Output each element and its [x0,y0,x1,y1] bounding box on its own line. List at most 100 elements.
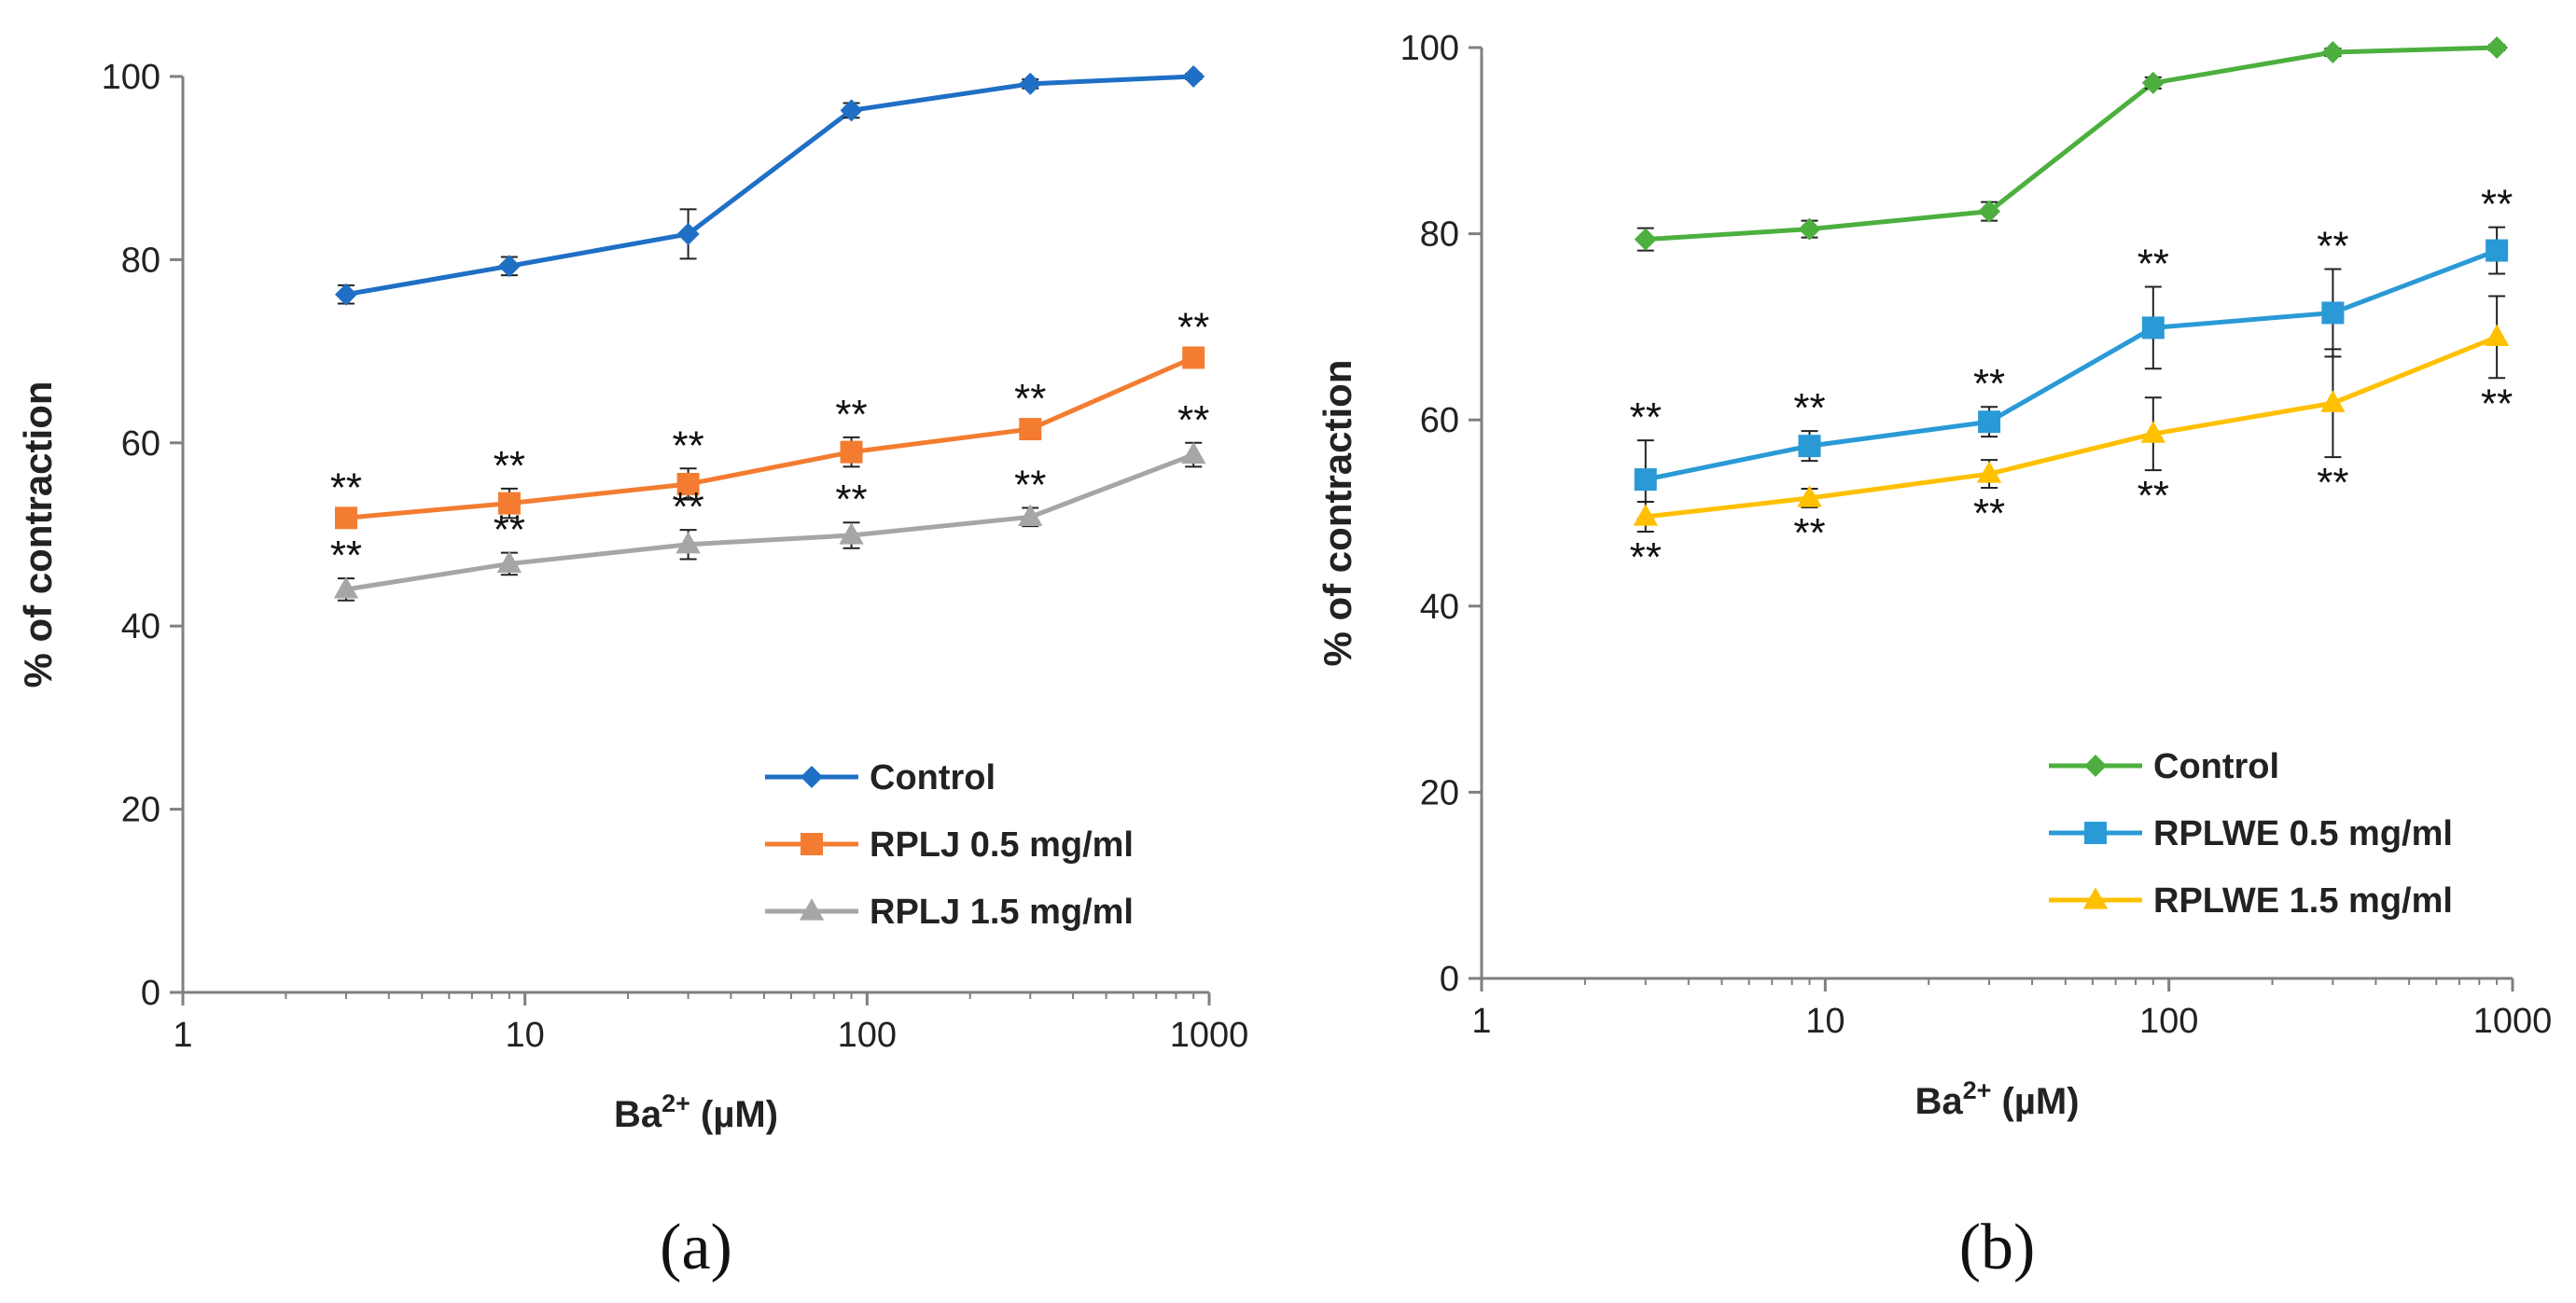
data-point [1018,504,1043,526]
significance-mark: ** [1793,385,1825,431]
legend-marker [2082,887,2109,909]
data-point [497,255,521,278]
significance-mark: ** [494,443,525,489]
significance-mark: ** [2317,460,2348,506]
y-tick-label: 100 [102,58,160,97]
data-point [2485,36,2509,59]
legend-item: Control [2049,747,2279,786]
legend-label: RPLJ 0.5 mg/ml [870,825,1134,865]
y-tick-label: 80 [1420,215,1459,255]
legend-marker [2084,755,2107,777]
significance-mark: ** [672,423,703,468]
significance-mark: ** [2481,381,2513,426]
y-tick-label: 80 [121,241,160,280]
x-tick-label: 1000 [2473,1002,2553,1041]
significance-mark: ** [330,533,362,578]
data-point [1797,485,1822,507]
data-point [1633,504,1658,526]
x-tick-label: 1 [1471,1002,1491,1041]
series-3: ** ** ** ** ** ** [330,397,1209,602]
data-point [2320,390,2346,412]
legend-label: RPLJ 1.5 mg/ml [870,893,1134,932]
data-point [496,550,522,574]
data-point [333,576,359,599]
legend-label: Control [2153,747,2279,786]
x-tick-label: 100 [838,1016,897,1055]
data-point [497,492,521,515]
chart-a: 0 20 40 60 80 100 1 10 100 1000 Ba2+ (µM) % of cont… [16,58,1248,1283]
significance-mark: ** [835,477,867,522]
panel-label: (b) [1959,1212,2036,1283]
data-point [2141,71,2165,94]
x-tick-label: 10 [506,1016,545,1055]
series-2: ** ** ** ** ** ** [330,305,1209,530]
data-point [2140,421,2166,443]
significance-mark: ** [494,507,525,553]
data-point [2321,40,2345,63]
data-point [2141,316,2165,340]
significance-mark: ** [2137,473,2169,519]
y-tick-label: 20 [121,791,160,830]
significance-mark: ** [1014,376,1046,422]
data-point [1634,228,1657,251]
y-tick-label: 40 [1420,588,1459,627]
x-axis-label: Ba2+ (µM) [1915,1076,2079,1122]
series-line [345,74,1194,298]
significance-mark: ** [2481,182,2513,228]
significance-mark: ** [1630,534,1662,580]
legend-label: RPLWE 1.5 mg/ml [2153,881,2453,921]
legend-item: RPLWE 1.5 mg/ml [2049,881,2453,921]
legend-item: Control [765,758,996,797]
y-tick-label: 100 [1400,29,1459,68]
series-line [1645,248,2499,482]
chart-b: 0 20 40 60 80 100 1 10 100 1000 Ba2+ (µM) % of cont… [1316,29,2552,1283]
significance-mark: ** [1630,395,1662,440]
legend: Control RPLWE 0.5 mg/ml RPLWE 1.5 mg/ml [2049,747,2453,921]
data-point [676,472,700,495]
legend-marker [801,766,823,788]
x-tick-label: 1 [173,1016,192,1055]
significance-mark: ** [2137,241,2169,286]
significance-mark: ** [2317,224,2348,270]
data-point [1976,461,2002,483]
series-1 [334,65,1205,306]
series-line [1645,45,2498,243]
significance-mark: ** [1973,491,2005,536]
series-1 [1634,36,2509,252]
x-axis-label: Ba2+ (µM) [614,1089,778,1135]
y-axis-label: % of contraction [16,381,60,687]
y-tick-label: 40 [121,607,160,646]
data-point [840,440,863,464]
data-point [1798,217,1821,241]
significance-mark: ** [330,464,362,510]
data-point [334,506,357,530]
legend-marker [801,833,823,855]
y-tick-label: 0 [1440,960,1459,999]
data-point [334,283,357,306]
data-point [1634,468,1657,492]
data-point [1019,72,1042,95]
data-point [1019,418,1042,441]
y-tick-label: 60 [121,424,160,464]
series-line [345,452,1195,592]
data-point [1182,65,1205,88]
significance-mark: ** [1177,305,1209,351]
y-tick-label: 20 [1420,773,1459,812]
y-tick-label: 0 [141,974,160,1013]
data-point [2321,301,2345,325]
significance-mark: ** [1973,361,2005,407]
data-point [2484,324,2510,346]
data-point [1182,346,1205,369]
data-point [1978,410,2001,434]
series-2: ** ** ** ** ** ** [1630,182,2513,520]
legend-label: RPLWE 0.5 mg/ml [2153,814,2453,853]
legend-item: RPLJ 0.5 mg/ml [765,825,1134,865]
data-point [1978,200,2001,223]
legend: Control RPLJ 0.5 mg/ml RPLJ 1.5 mg/ml [765,758,1134,932]
y-axis-label: % of contraction [1316,359,1359,666]
significance-mark: ** [835,392,867,437]
series-line [1645,335,2499,520]
series-line [345,355,1195,520]
significance-mark: ** [1793,510,1825,556]
